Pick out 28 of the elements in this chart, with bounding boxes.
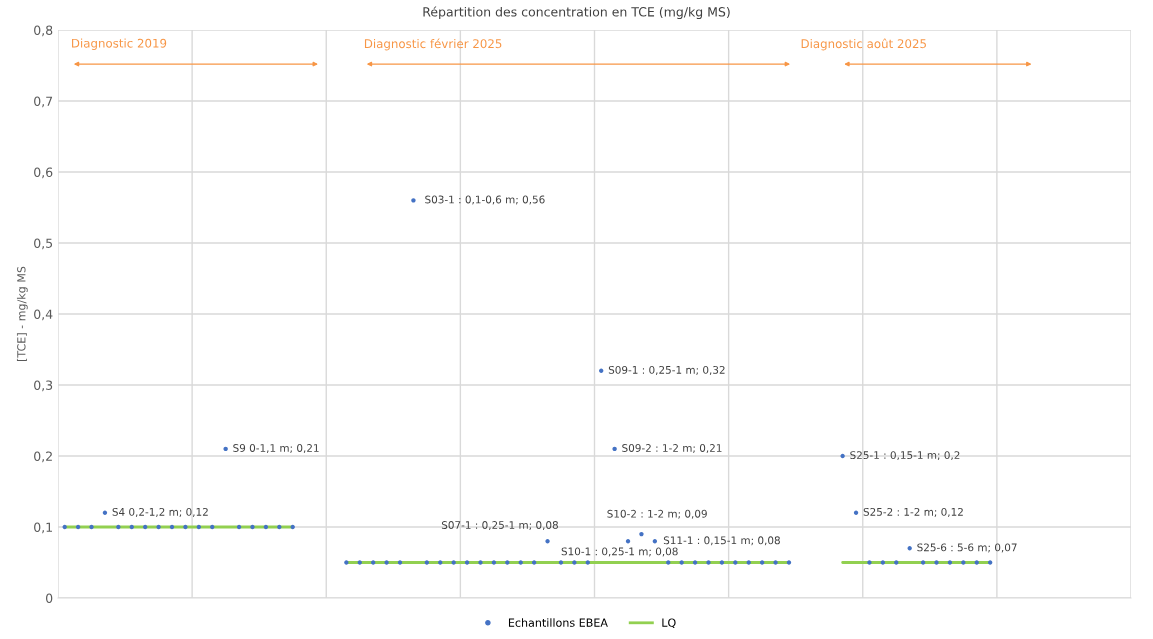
data-label: S09-1 : 0,25-1 m; 0,32: [608, 365, 725, 375]
y-tick-label: 0,1: [34, 522, 52, 534]
y-tick-label: 0,2: [34, 451, 52, 463]
data-label: S4 0,2-1,2 m; 0,12: [112, 507, 208, 517]
annotation: Diagnostic août 2025: [801, 38, 926, 51]
data-label: S25-2 : 1-2 m; 0,12: [863, 507, 963, 517]
data-label: S03-1 : 0,1-0,6 m; 0,56: [425, 195, 545, 205]
annotation: Diagnostic février 2025: [364, 38, 502, 51]
y-tick-label: 0,4: [34, 309, 53, 321]
legend-label: Echantillons EBEA: [508, 618, 608, 627]
data-label: S9 0-1,1 m; 0,21: [233, 444, 319, 453]
data-label: S09-2 : 1-2 m; 0,21: [622, 444, 722, 453]
y-tick-label: 0,5: [34, 238, 53, 250]
data-label: S10-2 : 1-2 m; 0,09: [607, 509, 707, 519]
chart-title: Répartition des concentration en TCE (mg/kg MS): [423, 6, 730, 19]
y-tick-label: 0,8: [34, 25, 53, 37]
y-tick-label: 0,6: [34, 167, 53, 179]
y-tick-label: 0,7: [34, 96, 53, 108]
annotation: Diagnostic 2019: [72, 38, 167, 50]
y-axis-title: [TCE] - mg/kg MS: [16, 266, 28, 362]
legend-label: LQ: [662, 618, 676, 629]
y-tick-label: 0: [46, 593, 53, 603]
data-label: S07-1 : 0,25-1 m; 0,08: [441, 521, 558, 531]
y-tick-label: 0,3: [34, 380, 53, 392]
data-label: S10-1 : 0,25-1 m; 0,08: [561, 547, 678, 557]
data-label: S11-1 : 0,15-1 m; 0,08: [663, 536, 780, 546]
data-label: S25-1 : 0,15-1 m; 0,2: [850, 451, 960, 461]
data-label: S25-6 : 5-6 m; 0,07: [917, 543, 1017, 553]
